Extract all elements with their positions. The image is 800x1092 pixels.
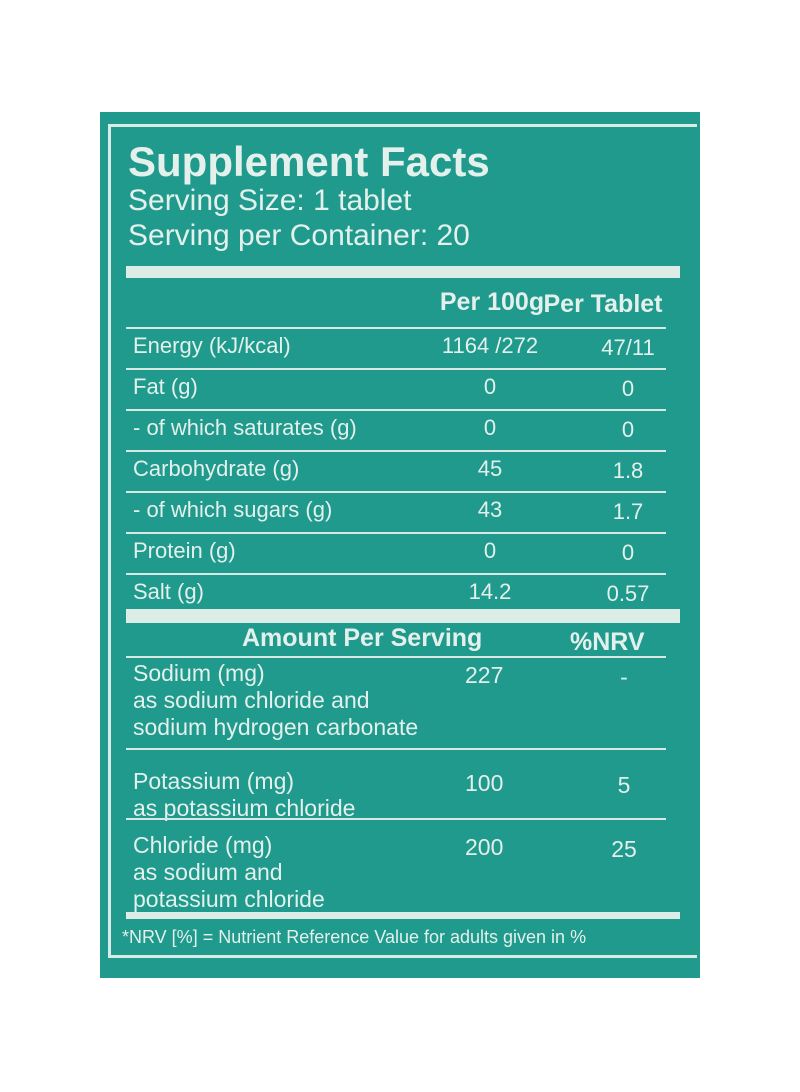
divider — [126, 450, 666, 452]
header-per-100g: Per 100g — [439, 288, 545, 316]
per-tablet-value: 1.7 — [612, 499, 644, 524]
mineral-label-line: sodium hydrogen carbonate — [133, 714, 419, 740]
divider — [126, 748, 666, 750]
header-amount-per-serving: Amount Per Serving — [242, 624, 483, 652]
mineral-label-line: as sodium chloride and — [133, 687, 370, 713]
nutrient-label: Fat (g) — [133, 374, 198, 399]
supplement-facts-label: Supplement Facts Serving Size: 1 tablet … — [100, 112, 700, 978]
divider — [126, 532, 666, 534]
nrv-value: - — [620, 664, 628, 690]
per-100g-value: 1164 /272 — [441, 333, 539, 358]
mineral-label-line: as sodium and — [133, 859, 283, 885]
header-nrv: %NRV — [570, 628, 645, 656]
divider-thick — [126, 912, 680, 919]
footnote: *NRV [%] = Nutrient Reference Value for … — [122, 927, 587, 947]
per-100g-value: 0 — [483, 415, 497, 440]
label-border — [108, 124, 697, 958]
per-tablet-value: 0.57 — [606, 581, 650, 606]
divider-thick — [126, 266, 680, 278]
nutrient-label: - of which sugars (g) — [133, 497, 333, 522]
per-100g-value: 43 — [477, 497, 503, 522]
header-per-tablet: Per Tablet — [543, 290, 663, 318]
nutrient-label: Carbohydrate (g) — [133, 456, 300, 481]
per-100g-value: 45 — [477, 456, 503, 481]
mineral-label-line: potassium chloride — [133, 886, 325, 912]
per-tablet-value: 0 — [621, 376, 635, 401]
per-tablet-value: 1.8 — [612, 458, 644, 483]
divider — [126, 573, 666, 575]
mineral-label-line: Chloride (mg) — [133, 832, 273, 858]
per-100g-value: 14.2 — [468, 579, 512, 604]
divider-thick — [126, 609, 680, 623]
divider — [126, 368, 666, 370]
label-title: Supplement Facts — [128, 138, 490, 185]
divider — [126, 327, 666, 329]
per-100g-value: 0 — [483, 374, 497, 399]
mineral-label-line: Sodium (mg) — [133, 660, 265, 686]
nrv-value: 25 — [611, 836, 637, 862]
divider — [126, 409, 666, 411]
per-tablet-value: 0 — [621, 417, 635, 442]
servings-per-container: Serving per Container: 20 — [128, 219, 470, 252]
per-tablet-value: 47/11 — [601, 335, 655, 360]
serving-size: Serving Size: 1 tablet — [128, 184, 412, 217]
divider — [126, 656, 666, 658]
nutrient-label: Energy (kJ/kcal) — [133, 333, 291, 358]
per-tablet-value: 0 — [621, 540, 635, 565]
divider — [126, 491, 666, 493]
per-100g-value: 0 — [483, 538, 497, 563]
nrv-value: 5 — [617, 772, 631, 798]
divider — [126, 818, 666, 820]
mineral-label-line: as potassium chloride — [133, 795, 356, 821]
amount-value: 200 — [465, 834, 504, 860]
amount-value: 227 — [465, 662, 504, 688]
mineral-label-line: Potassium (mg) — [133, 768, 295, 794]
amount-value: 100 — [465, 770, 504, 796]
nutrient-label: Salt (g) — [133, 579, 204, 604]
nutrient-label: - of which saturates (g) — [133, 415, 357, 440]
nutrient-label: Protein (g) — [133, 538, 236, 563]
